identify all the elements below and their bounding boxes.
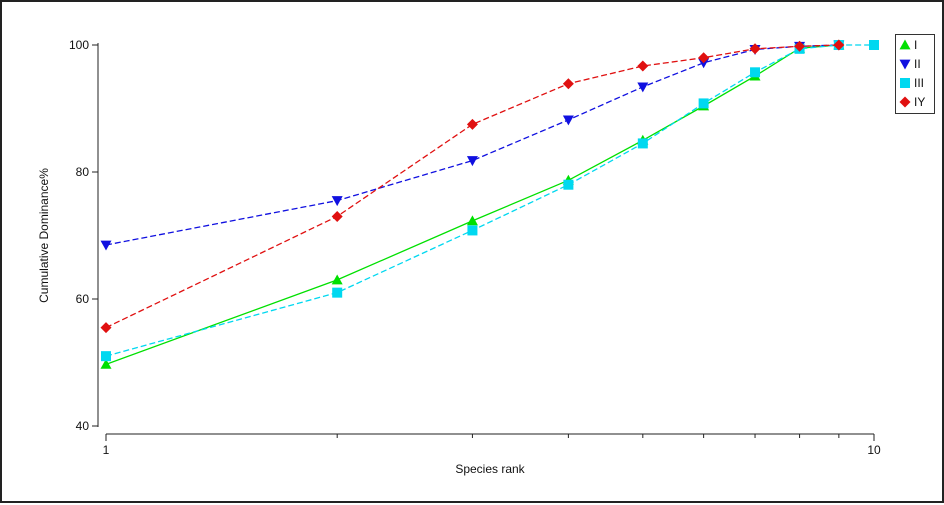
legend-marker-series-4: [899, 96, 911, 108]
series-2-point-2: [331, 196, 343, 207]
series-4-line: [105, 44, 839, 329]
series-4-point-1: [100, 322, 112, 334]
legend-label-series-4: IY: [914, 95, 926, 109]
legend-label-series-1: I: [914, 38, 918, 52]
series-3-point-3: [467, 225, 478, 236]
chart-legend: I II III IY: [895, 34, 935, 114]
series-4-point-7: [749, 43, 761, 55]
series-2-point-6: [698, 58, 710, 69]
legend-marker-series-3: [900, 78, 910, 88]
series-2-line: [105, 44, 839, 246]
series-3-point-7: [750, 67, 761, 78]
series-4-point-4: [562, 78, 574, 90]
legend-label-series-3: III: [914, 76, 925, 90]
series-1-point-3: [466, 215, 478, 226]
x-tick-label-10: 10: [867, 443, 881, 457]
legend-marker-series-2: [899, 59, 911, 70]
legend-marker-series-1: [899, 39, 911, 50]
series-2-point-1: [100, 240, 112, 251]
legend-item-series-4: IY: [899, 93, 935, 111]
series-4-point-8: [794, 40, 806, 52]
series-3-point-6: [698, 98, 709, 109]
legend-label-series-2: II: [914, 57, 921, 71]
series-3-point-2: [332, 287, 343, 298]
y-axis-title: Cumulative Dominance%: [37, 168, 51, 303]
y-tick-label-60: 60: [76, 292, 90, 306]
series-4-group: [100, 39, 845, 334]
legend-symbol-series-3: [900, 78, 910, 88]
legend-symbol-series-1: [899, 39, 911, 50]
series-4-point-5: [637, 60, 649, 72]
series-3-point-1: [101, 351, 111, 362]
series-3-group: [101, 40, 879, 362]
x-axis-title: Species rank: [455, 462, 525, 476]
y-tick-label-40: 40: [76, 419, 90, 433]
series-1-group: [100, 39, 845, 369]
series-4-point-9: [833, 39, 845, 51]
series-2-point-5: [637, 82, 649, 93]
series-3-point-4: [563, 179, 574, 190]
series-1-line: [105, 44, 839, 366]
y-tick-label-80: 80: [76, 165, 90, 179]
x-tick-label-1: 1: [103, 443, 110, 457]
series-4-point-6: [698, 52, 710, 64]
series-1-point-2: [331, 274, 343, 285]
legend-item-series-2: II: [899, 55, 935, 73]
y-tick-label-100: 100: [69, 38, 89, 52]
series-2-point-4: [562, 115, 574, 126]
legend-item-series-1: I: [899, 36, 935, 54]
series-2-point-3: [466, 156, 478, 167]
series-4-point-2: [331, 210, 343, 222]
series-3-line: [105, 44, 874, 357]
series-4-point-3: [466, 118, 478, 130]
legend-symbol-series-2: [899, 59, 911, 70]
series-3-point-10: [869, 40, 879, 50]
legend-symbol-series-4: [899, 96, 911, 108]
series-3-point-5: [637, 138, 648, 149]
series-1-point-1: [100, 358, 112, 369]
legend-item-series-3: III: [899, 74, 935, 92]
